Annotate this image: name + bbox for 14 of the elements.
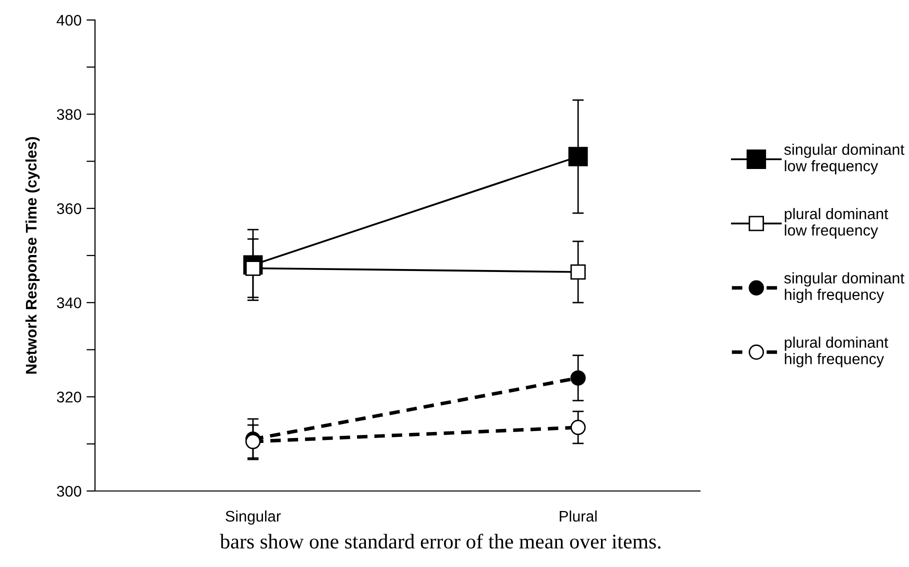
- y-tick-label: 300: [56, 486, 82, 497]
- legend-label: singular dominant high frequency: [784, 272, 904, 304]
- y-tick-label: 380: [56, 109, 82, 120]
- x-tick-label: Plural: [560, 510, 597, 522]
- y-tick-label: 340: [56, 297, 82, 308]
- legend-label: singular dominant low frequency: [784, 144, 904, 174]
- y-axis-title: Network Response Time (cycles): [25, 137, 40, 374]
- x-tick-label: Singular: [226, 510, 281, 525]
- text: bars show one standard error of the mean over items.: [220, 534, 660, 549]
- legend-label: plural dominant low frequency: [784, 208, 888, 239]
- legend-label: plural dominant high frequency: [784, 336, 888, 368]
- y-tick-label: 360: [56, 203, 82, 214]
- y-tick-label: 400: [56, 14, 82, 26]
- y-tick-label: 320: [56, 392, 82, 402]
